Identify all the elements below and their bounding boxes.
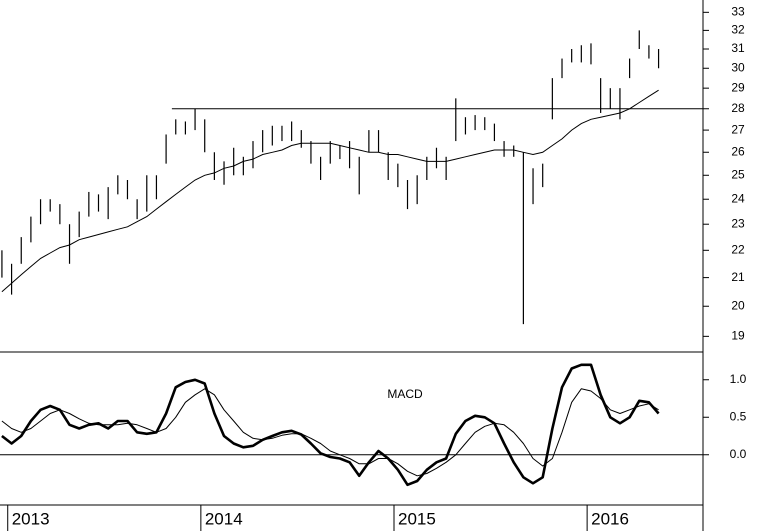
y-tick-label: 19 bbox=[731, 329, 745, 343]
y-tick-label: 28 bbox=[731, 101, 745, 115]
macd-line bbox=[1, 388, 659, 477]
y-tick-label: 20 bbox=[731, 298, 745, 312]
moving-average bbox=[1, 89, 659, 293]
y-tick-label: 1.0 bbox=[730, 372, 747, 386]
y-tick-label: 31 bbox=[731, 41, 745, 55]
x-tick-label: 2013 bbox=[12, 509, 50, 528]
y-tick-label: 0.0 bbox=[730, 447, 747, 461]
x-tick-label: 2014 bbox=[205, 509, 243, 528]
macd-line bbox=[1, 363, 660, 487]
x-tick-label: 2015 bbox=[398, 509, 436, 528]
y-tick-label: 32 bbox=[731, 23, 745, 37]
y-tick-label: 30 bbox=[731, 60, 745, 74]
y-tick-label: 21 bbox=[731, 270, 745, 284]
y-tick-label: 24 bbox=[731, 191, 745, 205]
y-tick-label: 29 bbox=[731, 80, 745, 94]
x-tick-label: 2016 bbox=[591, 509, 629, 528]
y-tick-label: 33 bbox=[731, 4, 745, 18]
y-tick-label: 26 bbox=[731, 144, 745, 158]
y-tick-label: 27 bbox=[731, 122, 745, 136]
y-tick-label: 23 bbox=[731, 216, 745, 230]
y-tick-label: 22 bbox=[731, 242, 745, 256]
macd-label: MACD bbox=[387, 387, 423, 401]
y-tick-label: 0.5 bbox=[730, 409, 747, 423]
y-tick-label: 25 bbox=[731, 167, 745, 181]
